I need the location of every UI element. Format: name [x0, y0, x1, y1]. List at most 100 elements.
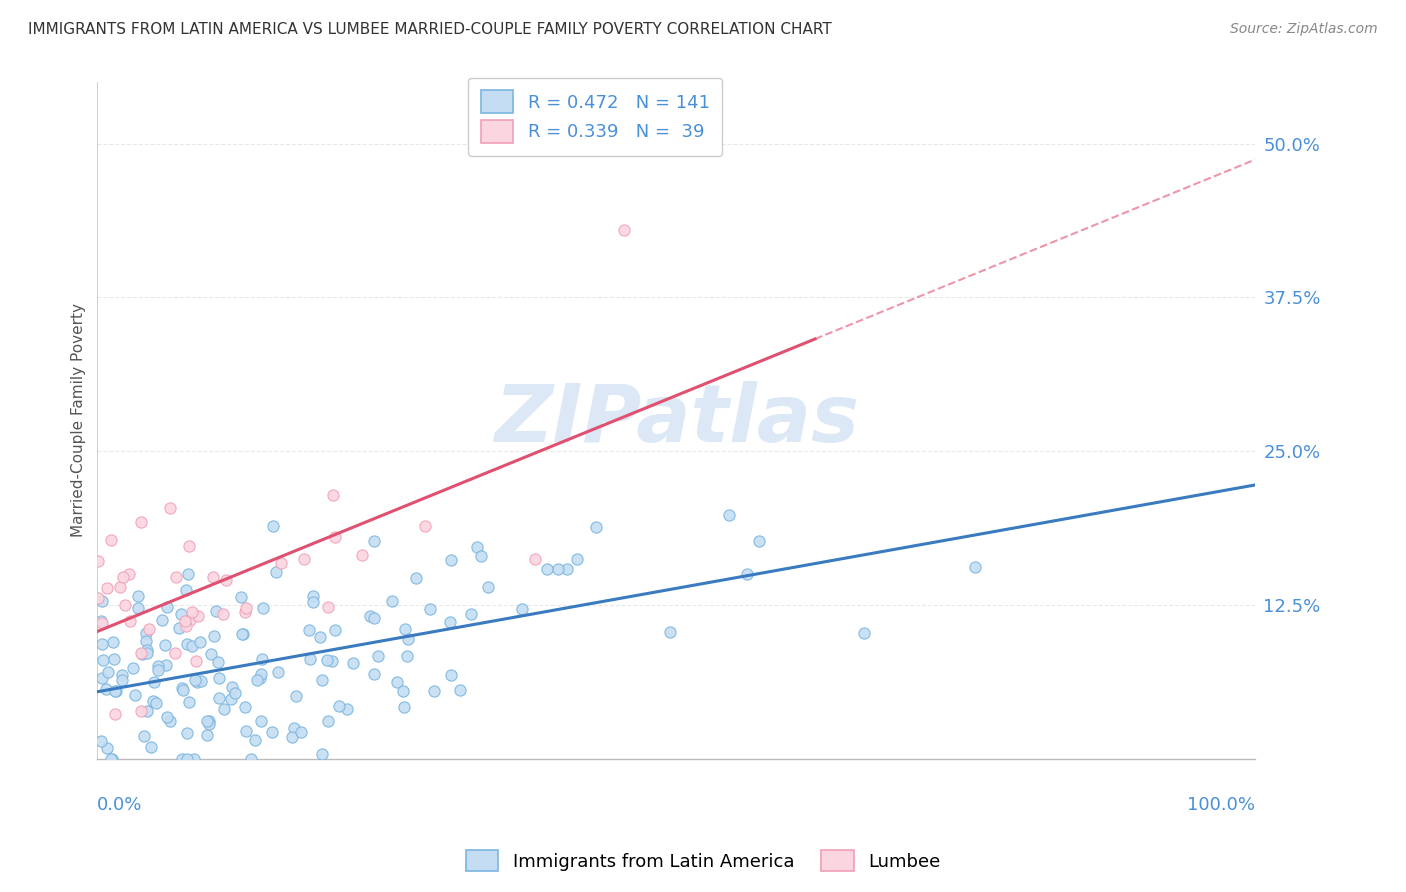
Point [212, 702, 235, 716]
Point [658, 624, 681, 639]
Point [104, 683, 127, 698]
Point [155, 657, 177, 672]
Point [229, 590, 252, 604]
Point [413, 519, 436, 533]
Point [181, 606, 204, 620]
Point [965, 560, 987, 574]
Point [135, 643, 157, 657]
Point [394, 699, 416, 714]
Point [111, 668, 134, 682]
Point [188, 635, 211, 649]
Point [523, 552, 546, 566]
Point [367, 648, 389, 663]
Point [103, 652, 125, 666]
Point [852, 625, 875, 640]
Point [439, 615, 461, 629]
Point [127, 600, 149, 615]
Point [585, 520, 607, 534]
Point [249, 666, 271, 681]
Point [235, 723, 257, 738]
Point [460, 607, 482, 621]
Point [208, 671, 231, 685]
Point [187, 609, 209, 624]
Point [381, 594, 404, 608]
Point [176, 752, 198, 766]
Point [239, 752, 262, 766]
Point [396, 648, 419, 663]
Point [246, 673, 269, 687]
Point [302, 595, 325, 609]
Point [316, 653, 339, 667]
Point [221, 680, 243, 694]
Legend: Immigrants from Latin America, Lumbee: Immigrants from Latin America, Lumbee [458, 843, 948, 879]
Point [450, 683, 472, 698]
Point [396, 632, 419, 646]
Point [266, 665, 288, 680]
Point [163, 646, 186, 660]
Point [316, 714, 339, 729]
Point [202, 629, 225, 643]
Point [127, 589, 149, 603]
Point [90, 672, 112, 686]
Point [718, 508, 741, 523]
Point [249, 714, 271, 728]
Point [183, 752, 205, 766]
Point [104, 684, 127, 698]
Point [342, 656, 364, 670]
Point [101, 752, 124, 766]
Point [176, 583, 198, 598]
Point [316, 599, 339, 614]
Point [322, 488, 344, 502]
Point [104, 707, 127, 722]
Point [86, 591, 108, 605]
Point [555, 562, 578, 576]
Point [465, 540, 488, 554]
Point [323, 530, 346, 544]
Point [423, 683, 446, 698]
Point [179, 613, 201, 627]
Point [90, 734, 112, 748]
Point [172, 681, 194, 695]
Point [135, 634, 157, 648]
Point [177, 566, 200, 581]
Point [405, 571, 427, 585]
Point [363, 533, 385, 548]
Point [298, 623, 321, 637]
Point [350, 548, 373, 562]
Point [470, 549, 492, 563]
Point [177, 539, 200, 553]
Point [96, 581, 118, 595]
Point [167, 621, 190, 635]
Point [232, 626, 254, 640]
Point [132, 729, 155, 743]
Point [159, 714, 181, 728]
Point [547, 562, 569, 576]
Point [176, 725, 198, 739]
Point [124, 688, 146, 702]
Point [91, 615, 114, 630]
Point [290, 724, 312, 739]
Point [103, 634, 125, 648]
Point [135, 626, 157, 640]
Point [201, 570, 224, 584]
Point [118, 567, 141, 582]
Point [208, 691, 231, 706]
Point [198, 717, 221, 731]
Point [195, 728, 218, 742]
Point [118, 614, 141, 628]
Point [150, 614, 173, 628]
Point [111, 570, 134, 584]
Text: ZIPatlas: ZIPatlas [494, 382, 859, 459]
Point [262, 518, 284, 533]
Point [311, 747, 333, 761]
Point [440, 553, 463, 567]
Point [131, 647, 153, 661]
Point [264, 565, 287, 579]
Text: IMMIGRANTS FROM LATIN AMERICA VS LUMBEE MARRIED-COUPLE FAMILY POVERTY CORRELATIO: IMMIGRANTS FROM LATIN AMERICA VS LUMBEE … [28, 22, 832, 37]
Point [174, 615, 197, 629]
Point [96, 741, 118, 756]
Point [170, 752, 193, 766]
Point [143, 674, 166, 689]
Point [153, 638, 176, 652]
Point [292, 551, 315, 566]
